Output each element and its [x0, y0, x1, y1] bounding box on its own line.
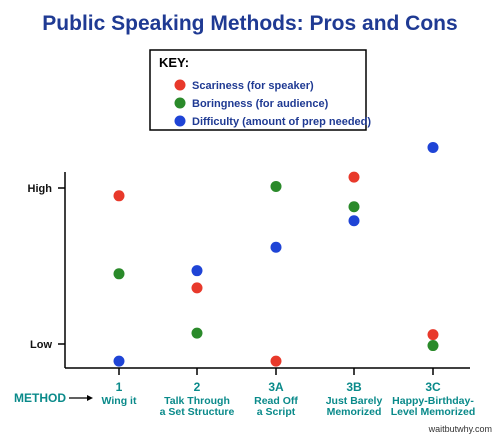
legend-title: KEY: [159, 55, 189, 70]
legend-marker-3 [174, 115, 186, 127]
point-series-3-3C [427, 141, 439, 153]
x-axis-label: METHOD [14, 391, 66, 405]
y-ticks: Low High [28, 183, 65, 351]
x-tick-number-1: 1 [116, 380, 123, 394]
point-series-2-3C [427, 340, 439, 352]
data-points [113, 141, 439, 367]
x-tick-label-2-line-2: a Set Structure [160, 406, 235, 418]
y-tick-label-high: High [28, 183, 53, 195]
point-series-3-3B [348, 215, 360, 227]
x-tick-number-3B: 3B [346, 380, 362, 394]
legend-label-2: Boringness (for audience) [192, 98, 329, 110]
point-series-3-1 [113, 355, 125, 367]
x-tick-label-2-line-1: Talk Through [164, 395, 230, 407]
y-tick-label-low: Low [30, 339, 52, 351]
x-axis-label-group: METHOD [14, 391, 93, 405]
x-tick-label-1-line-1: Wing it [102, 395, 137, 407]
legend-marker-1 [174, 79, 186, 91]
point-series-1-2 [191, 282, 203, 294]
x-tick-number-3C: 3C [425, 380, 441, 394]
x-tick-number-2: 2 [194, 380, 201, 394]
x-tick-label-3A-line-2: a Script [257, 406, 296, 418]
x-tick-label-3C-line-2: Level Memorized [391, 406, 476, 418]
legend-label-3: Difficulty (amount of prep needed) [192, 116, 371, 128]
point-series-3-3A [270, 241, 282, 253]
x-tick-label-3B-line-2: Memorized [327, 406, 382, 418]
x-axis-label-arrowhead [87, 395, 93, 401]
legend-label-1: Scariness (for speaker) [192, 80, 314, 92]
legend-box [149, 49, 367, 131]
point-series-1-1 [113, 190, 125, 202]
x-tick-label-3A-line-1: Read Off [254, 395, 298, 407]
axes [64, 172, 470, 369]
legend-marker-2 [174, 97, 186, 109]
point-series-2-1 [113, 268, 125, 280]
point-series-1-3B [348, 171, 360, 183]
point-series-2-3A [270, 180, 282, 192]
x-tick-label-3C-line-1: Happy-Birthday- [392, 395, 474, 407]
legend-items: Scariness (for speaker) Boringness (for a… [174, 79, 371, 128]
point-series-2-2 [191, 327, 203, 339]
point-series-2-3B [348, 201, 360, 213]
chart-title: Public Speaking Methods: Pros and Cons [42, 12, 457, 35]
legend: KEY: Scariness (for speaker) Boringness (… [149, 49, 371, 131]
x-tick-label-3B-line-1: Just Barely [326, 395, 383, 407]
x-tick-number-3A: 3A [268, 380, 284, 394]
point-series-1-3C [427, 329, 439, 341]
credit-text: waitbutwhy.com [428, 424, 492, 434]
point-series-1-3A [270, 355, 282, 367]
point-series-3-2 [191, 265, 203, 277]
